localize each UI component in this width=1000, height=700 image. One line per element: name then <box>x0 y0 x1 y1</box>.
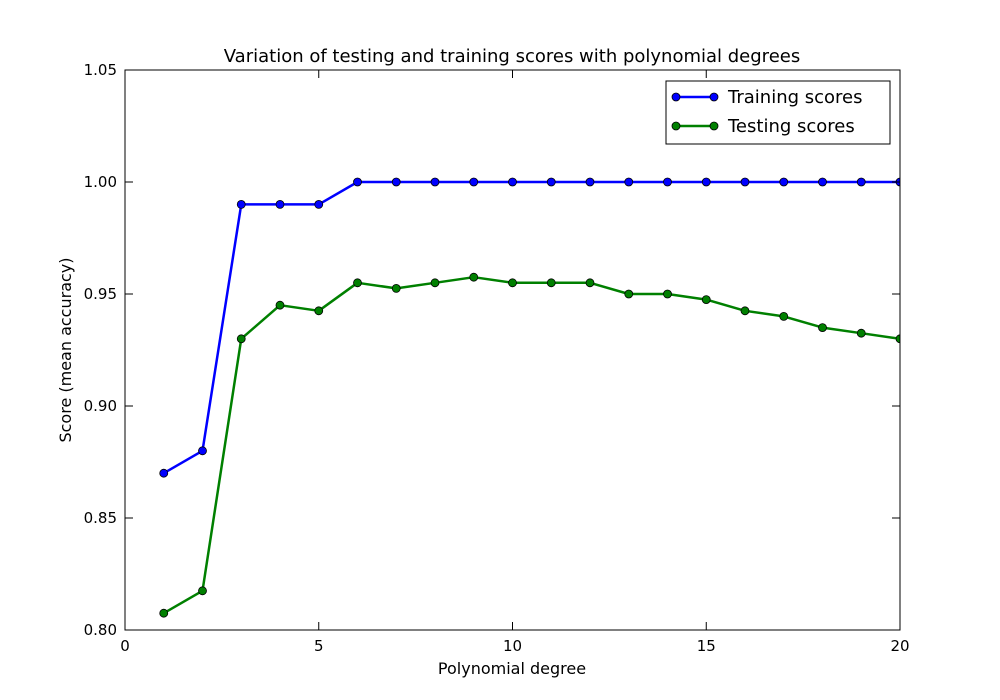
plot-frame <box>124 69 901 631</box>
data-point <box>818 323 827 333</box>
data-point <box>546 278 556 288</box>
data-point <box>624 289 634 299</box>
data-point <box>701 295 711 305</box>
data-point <box>895 334 900 344</box>
legend-label: Training scores <box>727 87 863 108</box>
data-point <box>353 177 362 187</box>
data-point <box>275 300 285 310</box>
data-point <box>779 177 789 187</box>
data-point <box>275 199 285 209</box>
data-point <box>740 306 750 316</box>
x-tick-label: 0 <box>120 637 130 655</box>
legend-item: Testing scores <box>671 116 855 137</box>
data-point <box>740 177 750 187</box>
data-point <box>391 283 401 293</box>
x-tick-label: 15 <box>697 637 716 655</box>
legend-item: Training scores <box>671 87 863 108</box>
data-point <box>508 278 517 288</box>
data-point <box>818 177 827 187</box>
data-point <box>663 289 672 299</box>
data-point <box>701 177 711 187</box>
data-point <box>546 177 556 187</box>
data-point <box>314 306 324 316</box>
data-point <box>430 177 440 187</box>
legend-label: Testing scores <box>727 116 855 137</box>
legend-box <box>665 80 891 145</box>
x-tick-label: 10 <box>503 637 522 655</box>
legend-marker <box>709 92 719 102</box>
legend-marker <box>709 121 719 131</box>
data-point <box>198 446 207 456</box>
series-1 <box>159 177 900 478</box>
data-point <box>624 177 634 187</box>
data-point <box>469 272 479 282</box>
data-point <box>856 177 866 187</box>
series-line <box>163 180 900 475</box>
data-point <box>353 278 362 288</box>
data-point <box>430 278 440 288</box>
data-point <box>236 199 246 209</box>
legend-marker <box>671 121 681 131</box>
data-point <box>585 177 595 187</box>
y-axis-label: Score (mean accuracy) <box>56 257 75 442</box>
chart-title: Variation of testing and training scores… <box>224 46 800 67</box>
y-tick-label: 0.90 <box>84 397 117 415</box>
series-2 <box>159 272 900 618</box>
y-tick-label: 1.00 <box>84 173 117 191</box>
data-point <box>508 177 517 187</box>
data-point <box>856 328 866 338</box>
plot-area: 0 5 10 15 20 0.80 0.85 0.90 0.95 1.00 1.05 <box>84 61 910 655</box>
legend-marker <box>671 92 681 102</box>
y-tick-label: 0.85 <box>84 509 117 527</box>
x-tick-label: 5 <box>314 637 324 655</box>
y-tick-label: 0.95 <box>84 285 117 303</box>
data-point <box>198 586 207 596</box>
data-point <box>779 311 789 321</box>
data-point <box>663 177 672 187</box>
data-point <box>391 177 401 187</box>
data-point <box>159 468 169 478</box>
y-tick-label: 0.80 <box>84 621 117 639</box>
y-tick-label: 1.05 <box>84 61 117 79</box>
data-point <box>314 199 324 209</box>
x-axis-label: Polynomial degree <box>438 659 586 678</box>
data-point <box>469 177 479 187</box>
legend: Training scores Testing scores <box>665 80 891 145</box>
data-point <box>236 334 246 344</box>
x-tick-label: 20 <box>890 637 909 655</box>
data-point <box>585 278 595 288</box>
series-line <box>163 275 900 615</box>
data-point <box>159 608 169 618</box>
